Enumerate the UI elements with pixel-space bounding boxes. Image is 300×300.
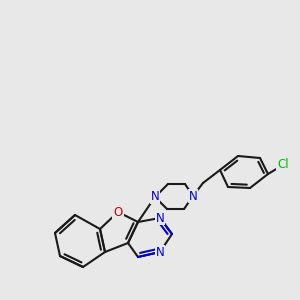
Text: N: N [156, 245, 164, 259]
Text: O: O [113, 206, 123, 218]
Text: Cl: Cl [277, 158, 289, 172]
Text: N: N [189, 190, 197, 202]
Text: N: N [151, 190, 159, 203]
Text: N: N [156, 212, 164, 224]
